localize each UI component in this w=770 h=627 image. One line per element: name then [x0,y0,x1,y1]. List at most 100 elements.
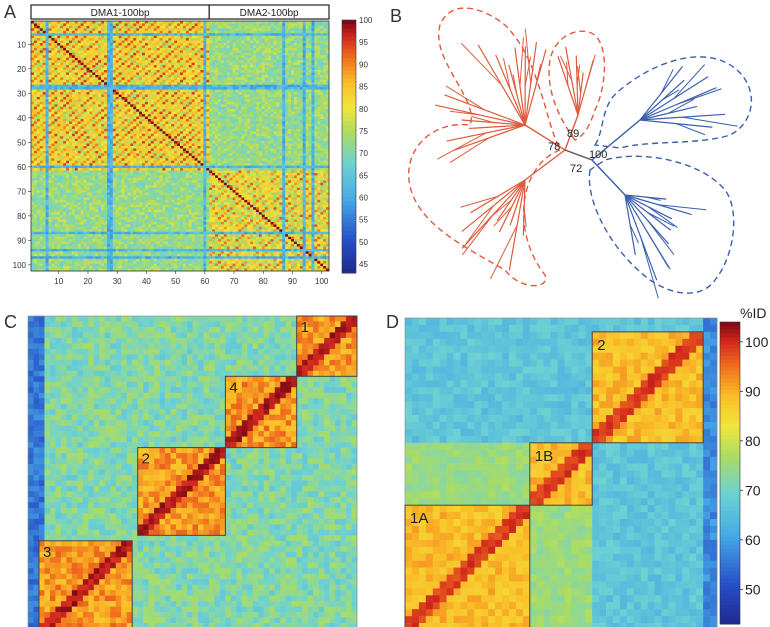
heatmap-a-cell [121,123,125,127]
heatmap-a-cell [112,33,117,36]
heatmap-a-cell [223,111,228,115]
heatmap-a-cell [320,133,324,137]
heatmap-a-cell [144,38,149,41]
heatmap-a-cell [317,65,321,68]
heatmap-a-cell [188,25,192,29]
heatmap-a-cell [203,55,207,59]
heatmap-a-cell [291,47,295,51]
heatmap-a-cell [314,87,318,90]
heatmap-a-cell [238,109,242,112]
heatmap-a-cell [288,94,292,98]
heatmap-a-cell [106,131,111,135]
heatmap-a-cell [279,131,283,135]
heatmap-a-cell [136,57,140,61]
heatmap-a-cell [241,104,245,108]
heatmap-a-cell [305,25,309,29]
heatmap-a-cell [206,67,210,71]
heatmap-a-cell [323,116,327,120]
heatmap-a-cell [147,106,152,110]
heatmap-a-cell [270,87,274,90]
heatmap-a-cell [314,33,318,36]
heatmap-a-cell [302,43,306,46]
heatmap-a-cell [180,67,184,71]
heatmap-a-cell [296,25,301,29]
heatmap-a-cell [288,43,292,46]
heatmap-a-cell [212,55,216,59]
heatmap-a-cell [276,119,280,122]
heatmap-a-cell [250,35,254,39]
heatmap-a-cell [188,89,192,93]
heatmap-a-cell [250,47,254,51]
heatmap-a-cell [57,111,61,115]
heatmap-a-cell [244,35,248,39]
heatmap-a-cell [180,21,184,24]
heatmap-a-cell [45,52,49,56]
heatmap-a-cell [299,131,303,135]
heatmap-a-cell [247,104,251,108]
heatmap-a-cell [168,116,172,120]
heatmap-a-cell [285,38,289,41]
heatmap-a-cell [220,60,225,63]
heatmap-a-cell [247,87,251,90]
heatmap-a-cell [264,82,268,86]
heatmap-a-cell [264,28,268,32]
heatmap-a-cell [253,25,257,29]
heatmap-a-cell [250,52,254,56]
heatmap-a-cell [127,79,131,83]
heatmap-a-cell [308,133,312,137]
heatmap-a-cell [80,123,84,127]
heatmap-a-cell [45,72,49,76]
heatmap-a-cell [66,126,70,130]
heatmap-a-cell [293,38,298,41]
heatmap-a-cell [223,21,228,24]
heatmap-a-cell [150,82,154,86]
heatmap-a-cell [156,82,160,86]
heatmap-a-cell [139,106,143,110]
heatmap-a-cell [162,60,166,63]
heatmap-a-cell [267,45,271,49]
heatmap-a-cell [250,133,254,137]
heatmap-a-cell [83,131,87,135]
heatmap-a-cell [101,87,105,90]
heatmap-a-cell [177,33,181,36]
heatmap-a-cell [144,89,149,93]
heatmap-a-cell [165,109,169,112]
heatmap-a-cell [276,72,280,76]
heatmap-a-cell [244,116,248,120]
heatmap-a-cell [200,57,204,61]
heatmap-a-cell [296,35,301,39]
heatmap-a-cell [299,84,303,88]
heatmap-a-cell [109,138,114,142]
heatmap-a-cell [320,35,324,39]
heatmap-a-cell [80,121,84,125]
heatmap-a-cell [320,43,324,46]
heatmap-a-cell [104,138,108,142]
heatmap-a-cell [159,67,163,71]
heatmap-a-cell [68,70,73,73]
heatmap-a-cell [217,119,222,122]
heatmap-a-cell [77,84,81,88]
heatmap-a-cell [311,96,315,100]
heatmap-a-cell [92,45,96,49]
heatmap-a-cell [279,138,283,142]
heatmap-a-cell [299,121,303,125]
heatmap-a-cell [223,45,228,49]
heatmap-a-cell [314,106,318,110]
heatmap-a-cell [291,106,295,110]
heatmap-a-cell [273,35,277,39]
heatmap-a-cell [250,25,254,29]
heatmap-a-cell [68,82,73,86]
heatmap-a-cell [80,23,84,27]
heatmap-a-cell [191,111,195,115]
heatmap-a-cell [74,109,79,112]
heatmap-a-cell [31,131,35,135]
heatmap-a-cell [282,123,286,127]
heatmap-a-cell [118,72,122,76]
heatmap-a-cell [168,96,172,100]
heatmap-a-cell [247,65,251,68]
heatmap-a-cell [279,79,283,83]
heatmap-a-cell [217,123,222,127]
heatmap-a-cell [124,119,128,122]
heatmap-a-cell [162,126,166,130]
heatmap-a-cell [311,109,315,112]
